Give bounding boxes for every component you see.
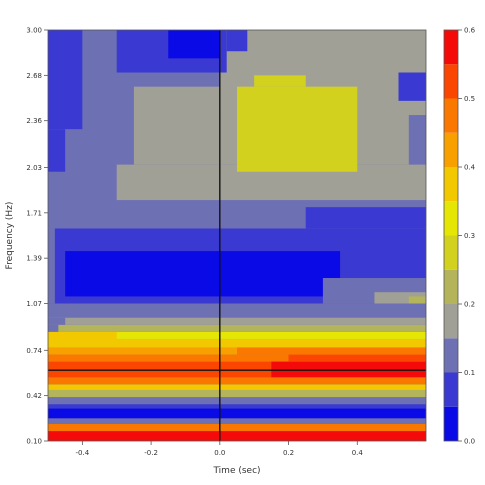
heatmap-cell-9: [48, 377, 426, 385]
y-tick-label-7: 2.36: [26, 117, 42, 125]
plot-frame: [47, 29, 427, 442]
colorbar-level-4: [444, 269, 458, 304]
y-tick-label-4: 1.39: [26, 255, 42, 263]
heatmap-cell-21: [48, 324, 59, 332]
heatmap-cell-20: [48, 331, 117, 339]
plot-area: [48, 30, 426, 441]
heatmap-cell-37: [48, 129, 66, 172]
heatmap-cell-5: [48, 404, 426, 409]
colorbar-level-11: [444, 30, 458, 65]
x-tick-label-4: 0.4: [352, 449, 364, 457]
y-tick-label-0: 0.10: [26, 438, 42, 446]
heatmap-cell-13: [48, 338, 426, 348]
heatmap-cell-22: [48, 317, 66, 325]
heatmap-cell-3: [48, 418, 426, 424]
y-tick-label-5: 1.71: [26, 209, 42, 217]
y-tick-label-6: 2.03: [26, 164, 42, 172]
heatmap-cell-7: [48, 389, 426, 398]
heatmap-cell-35: [254, 75, 306, 87]
colorbar-level-8: [444, 132, 458, 167]
heatmap-cell-16: [48, 317, 426, 325]
x-axis-title: Time (sec): [212, 466, 260, 476]
colorbar-tick-label-1: 0.1: [464, 369, 475, 377]
heatmap-cell-36: [48, 30, 83, 130]
heatmap-cell-41: [398, 72, 426, 101]
heatmap-cell-27: [374, 292, 426, 304]
heatmap-cell-15: [48, 324, 426, 332]
heatmap-cell-18: [288, 354, 426, 362]
colorbar: 0.0 0.1 0.2 0.3 0.4 0.5 0.6: [443, 27, 476, 446]
heatmap-cell-30: [305, 207, 426, 229]
heatmap-cell-24: [65, 251, 341, 297]
heatmap-cell-25: [48, 228, 55, 304]
heatmap-cell-1: [48, 431, 426, 441]
y-axis-title: Frequency (Hz): [5, 202, 15, 270]
colorbar-level-9: [444, 98, 458, 133]
heatmap-cell-34: [237, 86, 358, 172]
x-tick-label-0: -0.4: [76, 449, 90, 457]
colorbar-level-7: [444, 167, 458, 202]
y-axis: 0.10 0.42 0.74 1.07 1.39 1.71 2.03 2.36 2.68 3.00: [26, 27, 48, 446]
heatmap-cell-4: [48, 408, 426, 419]
colorbar-tick-label-2: 0.2: [464, 301, 475, 309]
colorbar-level-6: [444, 201, 458, 236]
heatmap-cell-28: [408, 296, 426, 304]
colorbar-level-10: [444, 64, 458, 99]
y-tick-label-2: 0.74: [26, 347, 42, 355]
colorbar-level-2: [444, 338, 458, 373]
heatmap-cell-17: [271, 361, 426, 378]
y-tick-label-9: 3.00: [26, 27, 42, 35]
x-axis: -0.4 -0.2 0.0 0.2 0.4: [76, 441, 364, 457]
heatmap-cell-19: [237, 347, 426, 355]
heatmap-cell-8: [48, 384, 426, 390]
x-tick-label-3: 0.2: [283, 449, 294, 457]
heatmap-cell-14: [48, 331, 426, 339]
colorbar-tick-label-6: 0.6: [464, 27, 476, 35]
reference-lines: [48, 30, 426, 441]
heatmap-cell-39: [168, 30, 220, 59]
heatmap-cell-11: [48, 354, 426, 362]
y-tick-label-1: 0.42: [26, 392, 42, 400]
heatmap-cell-6: [48, 397, 426, 405]
colorbar-tick-label-4: 0.4: [464, 164, 476, 172]
colorbar-level-3: [444, 304, 458, 339]
colorbar-level-0: [444, 406, 458, 441]
x-tick-label-1: -0.2: [144, 449, 158, 457]
heatmap-cell-2: [48, 423, 426, 432]
x-tick-label-2: 0.0: [214, 449, 225, 457]
colorbar-tick-label-3: 0.3: [464, 232, 475, 240]
colorbar-tick-label-5: 0.5: [464, 95, 475, 103]
colorbar-tick-label-0: 0.0: [464, 438, 475, 446]
colorbar-level-5: [444, 235, 458, 270]
y-tick-label-8: 2.68: [26, 72, 42, 80]
heatmap-cell-40: [226, 30, 248, 52]
y-tick-label-3: 1.07: [26, 300, 42, 308]
colorbar-level-1: [444, 372, 458, 407]
